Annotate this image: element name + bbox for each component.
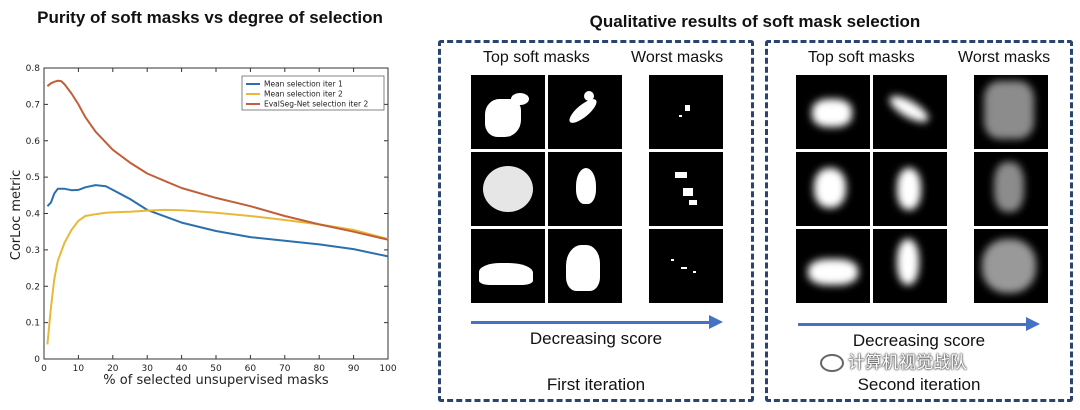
line-chart: 0 10 20 30 40 50 60 70 80 90 100 0 0.1 0.2 0.3 0.4 0.5 0.… [9,64,397,388]
y-tick-label: 0.5 [26,173,40,183]
x-tick-label: 10 [73,364,85,374]
y-tick-label: 0.7 [26,100,40,110]
iteration-label: First iteration [546,375,646,394]
x-axis-label: % of selected unsupervised masks [103,373,329,388]
x-tick-label: 20 [107,364,119,374]
x-tick-label: 40 [176,364,188,374]
series-line-1 [46,184,389,258]
mask-thumbnail [974,229,1048,303]
mask-thumbnail [974,75,1048,149]
chart-title: Purity of soft masks vs degree of select… [37,8,383,27]
worst-masks-column [974,75,1048,303]
y-tick-label: 0.6 [26,137,41,147]
mask-thumbnail [649,75,723,149]
x-tick-label: 100 [379,364,396,374]
series-line-3 [46,79,389,241]
qualitative-title: Qualitative results of soft mask selecti… [589,12,921,31]
decreasing-score-label: Decreasing score [852,331,986,350]
y-axis-label: CorLoc metric [9,170,24,261]
mask-thumbnail [974,152,1048,226]
top-masks-grid [471,75,622,303]
mask-thumbnail [471,229,545,303]
mask-thumbnail [796,75,870,149]
mask-thumbnail [548,152,622,226]
mask-thumbnail [471,152,545,226]
mask-thumbnail [873,152,947,226]
top-soft-masks-label: Top soft masks [808,49,915,66]
mask-thumbnail [649,152,723,226]
mask-thumbnail [796,152,870,226]
x-tick-label: 90 [348,364,360,374]
decreasing-score-arrow [798,317,1040,331]
legend-box [241,75,385,111]
legend-entry: EvalSeg-Net selection iter 2 [264,100,368,109]
top-soft-masks-label: Top soft masks [483,49,590,66]
series-line-2 [46,208,389,345]
y-tick-label: 0.8 [26,64,41,74]
legend-entry: Mean selection iter 2 [264,90,343,99]
worst-masks-label: Worst masks [958,49,1051,66]
mask-thumbnail [548,229,622,303]
y-tick-label: 0.2 [26,282,40,292]
decreasing-score-arrow [471,315,723,329]
iteration-label: Second iteration [857,375,981,394]
x-tick-label: 80 [313,364,325,374]
mask-thumbnail [873,75,947,149]
x-tick-label: 70 [279,364,291,374]
watermark: 计算机视觉战队 [820,348,967,373]
second-iteration-panel: Top soft masks Worst masks [765,40,1073,402]
mask-thumbnail [796,229,870,303]
mask-thumbnail [873,229,947,303]
x-tick-label: 30 [141,364,153,374]
first-iteration-panel: Top soft masks Worst masks [438,40,754,402]
wechat-icon [820,354,844,372]
y-tick-label: 0.3 [26,246,40,256]
mask-thumbnail [649,229,723,303]
decreasing-score-label: Decreasing score [529,329,663,348]
worst-masks-column [649,75,723,303]
worst-masks-label: Worst masks [631,49,724,66]
watermark-text: 计算机视觉战队 [848,353,967,373]
top-masks-grid [796,75,947,303]
y-tick-label: 0 [34,355,40,365]
x-tick-label: 60 [245,364,257,374]
x-tick-label: 50 [210,364,222,374]
y-tick-label: 0.1 [26,319,40,329]
mask-thumbnail [471,75,545,149]
legend-entry: Mean selection iter 1 [264,80,343,89]
x-tick-label: 0 [41,364,47,374]
mask-thumbnail [548,75,622,149]
y-tick-label: 0.4 [26,210,41,220]
